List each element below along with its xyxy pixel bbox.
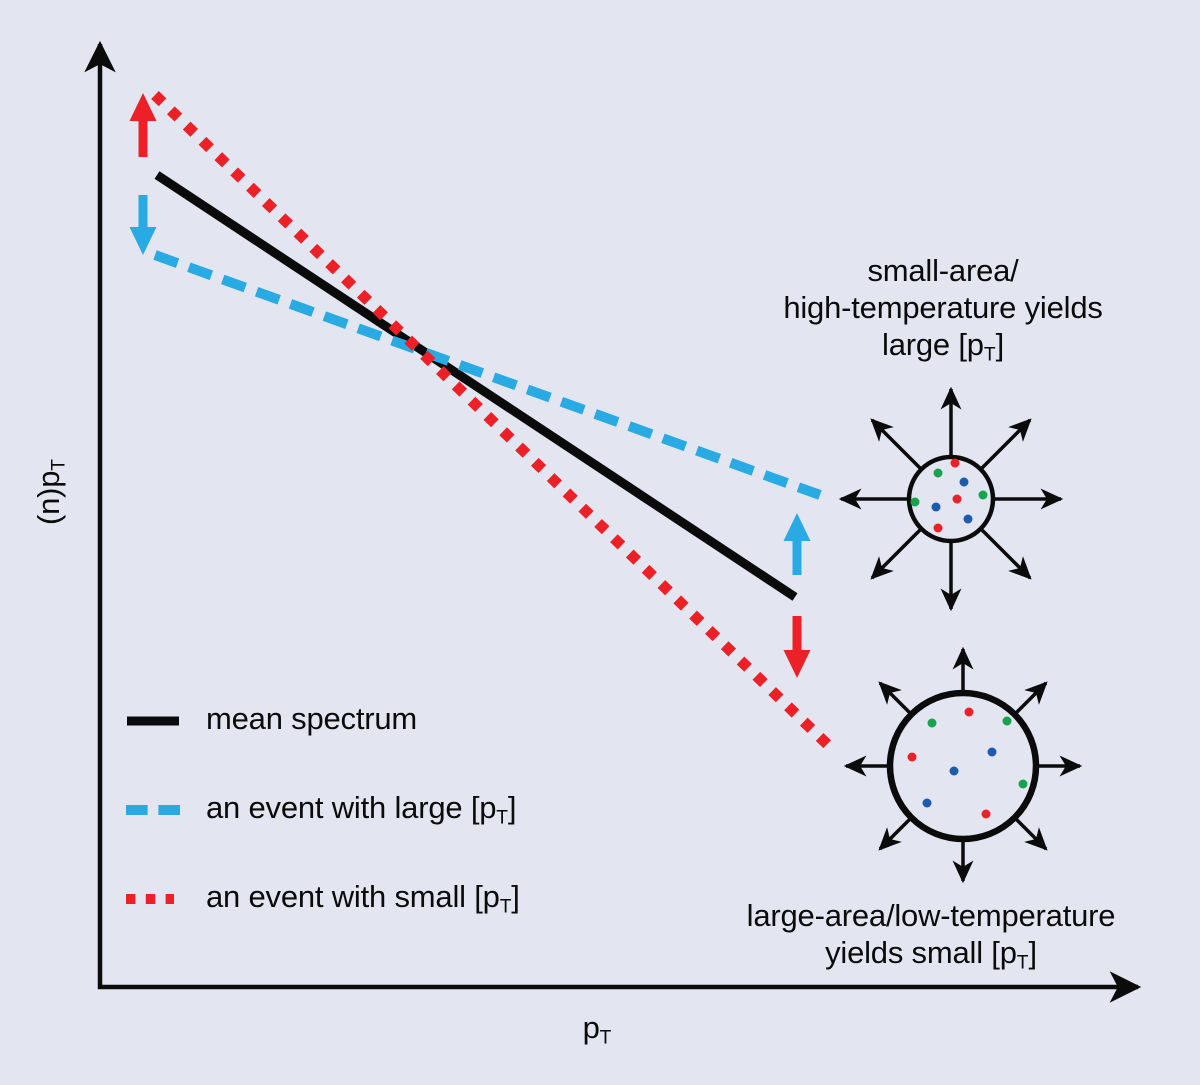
burst-large-circle [886,689,1040,843]
shift-down-arrow-blue-left [129,195,157,255]
shift-down-arrow-red-right [783,616,811,678]
legend-swatch-solid [127,716,179,726]
annotation-small-area: small-area/ high-temperature yields larg… [733,252,1153,373]
particle-dot-dot_blue [949,766,959,776]
annotation-large-area-line1: large-area/low-temperature [746,898,1116,933]
burst-small-area [838,386,1064,612]
legend: mean spectrum an event with large [pT] a… [124,701,520,968]
particle-dot-green [910,497,920,507]
annotation-large-area: large-area/low-temperature yields small … [701,897,1161,981]
particle-dot-green [927,718,937,728]
legend-item-large-pt: an event with large [pT] [124,790,520,830]
series-line-dotted [151,91,832,749]
shift-arrows [129,93,811,678]
spectrum-lines [151,91,832,749]
annotation-large-area-line2: yields small [pT] [825,935,1037,974]
legend-label-mean-spectrum: mean spectrum [206,701,418,737]
burst-small-circle [906,454,996,544]
axes [84,40,1142,1003]
legend-label-small-pt: an event with small [pT] [206,879,520,918]
legend-swatch-dotted [126,894,174,904]
legend-label-large-pt: an event with large [pT] [206,790,517,829]
particle-dot-red [933,523,943,533]
x-axis-label-subscript: T [599,1027,612,1049]
y-axis-label-subscript: T [48,458,70,471]
shift-up-arrow-red-left [129,93,157,157]
burst-large-area [843,646,1083,884]
y-axis-label-text: (n)p [31,470,66,526]
legend-swatch-dashed [126,805,180,815]
x-axis-label: pT [497,1008,697,1048]
particle-dot-green [933,468,943,478]
particle-dot-dot_blue [987,747,997,757]
legend-item-mean-spectrum: mean spectrum [124,701,520,741]
particle-dot-green [1002,716,1012,726]
particle-dot-red [950,458,960,468]
particle-dot-red [952,494,962,504]
particle-dot-green [978,490,988,500]
shift-up-arrow-blue-right [783,513,811,575]
particle-dot-red [981,809,991,819]
particle-dot-dot_blue [931,502,941,512]
particle-dot-red [964,707,974,717]
particle-dot-dot_blue [963,514,973,524]
legend-item-small-pt: an event with small [pT] [124,879,520,919]
particle-dot-green [1018,779,1028,789]
particle-dot-dot_blue [959,477,969,487]
y-axis-label: (n)pT [29,416,69,568]
particle-dot-red [907,752,917,762]
burst-small-particles [910,458,988,533]
annotation-small-area-line1: small-area/ [867,253,1019,288]
annotation-small-area-line3: large [pT] [882,327,1004,366]
burst-large-particles [907,707,1028,819]
x-axis-label-text: p [582,1010,600,1045]
series-line-dashed [153,250,822,500]
particle-dot-dot_blue [922,798,932,808]
series-line-solid [154,171,798,601]
annotation-small-area-line2: high-temperature yields [783,290,1103,325]
